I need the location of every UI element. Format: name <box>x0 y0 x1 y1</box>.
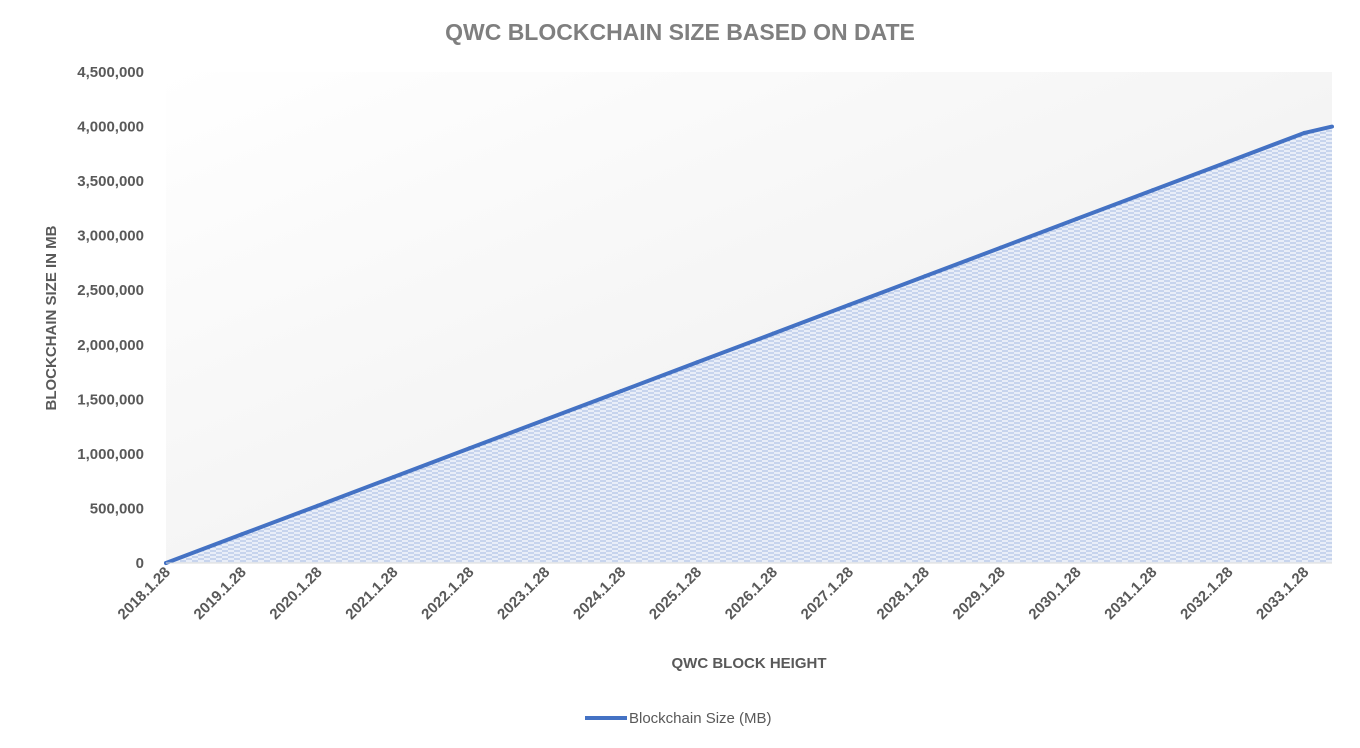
x-tick-label: 2025.1.28 <box>646 564 705 623</box>
x-tick-label: 2022.1.28 <box>418 564 477 623</box>
x-tick-label: 2027.1.28 <box>798 564 857 623</box>
x-tick-label: 2026.1.28 <box>722 564 781 623</box>
y-tick-label: 1,000,000 <box>77 446 144 463</box>
y-tick-label: 2,500,000 <box>77 282 144 299</box>
x-tick-label: 2030.1.28 <box>1025 564 1084 623</box>
y-tick-label: 0 <box>136 555 144 572</box>
data-point <box>543 417 548 422</box>
y-tick-label: 3,500,000 <box>77 173 144 190</box>
x-tick-label: 2019.1.28 <box>191 564 250 623</box>
data-point <box>315 503 320 508</box>
x-tick-label: 2028.1.28 <box>874 564 933 623</box>
x-tick-label: 2024.1.28 <box>570 564 629 623</box>
data-point <box>998 245 1003 250</box>
data-point <box>391 475 396 479</box>
data-point <box>619 389 624 393</box>
legend-label: Blockchain Size (MB) <box>629 710 772 727</box>
y-axis-ticks: 0 500,000 1,000,000 1,500,000 2,000,000 2,500… <box>77 64 144 572</box>
x-tick-label: 2032.1.28 <box>1177 564 1236 623</box>
data-point <box>467 446 472 451</box>
x-tick-label: 2021.1.28 <box>342 564 401 623</box>
x-tick-label: 2029.1.28 <box>950 564 1009 623</box>
x-axis-ticks: 2018.1.28 2019.1.28 2020.1.28 2021.1.28 2022… <box>115 564 1313 623</box>
data-point <box>1226 159 1231 164</box>
y-tick-label: 4,000,000 <box>77 119 144 136</box>
data-point <box>1150 188 1155 193</box>
line-layer <box>164 124 1334 565</box>
data-point <box>771 331 776 336</box>
legend: Blockchain Size (MB) <box>585 710 772 727</box>
data-point <box>1074 216 1079 221</box>
y-tick-label: 2,000,000 <box>77 337 144 354</box>
data-point <box>923 274 927 279</box>
x-tick-label: 2020.1.28 <box>266 564 325 623</box>
y-tick-label: 4,500,000 <box>77 64 144 81</box>
x-tick-label: 2023.1.28 <box>494 564 553 623</box>
x-tick-label: 2033.1.28 <box>1253 564 1312 623</box>
data-point <box>847 302 852 307</box>
x-axis-title: QWC BLOCK HEIGHT <box>672 655 827 672</box>
y-tick-label: 1,500,000 <box>77 391 144 408</box>
y-tick-label: 3,000,000 <box>77 228 144 245</box>
x-tick-label: 2018.1.28 <box>115 564 174 623</box>
data-point <box>1302 130 1307 135</box>
data-point <box>239 532 244 537</box>
chart-title: QWC BLOCKCHAIN SIZE BASED ON DATE <box>445 19 915 45</box>
x-tick-label: 2031.1.28 <box>1101 564 1160 623</box>
data-point <box>695 360 700 365</box>
y-tick-label: 500,000 <box>90 500 144 517</box>
y-axis-title: BLOCKCHAIN SIZE IN MB <box>43 225 60 410</box>
